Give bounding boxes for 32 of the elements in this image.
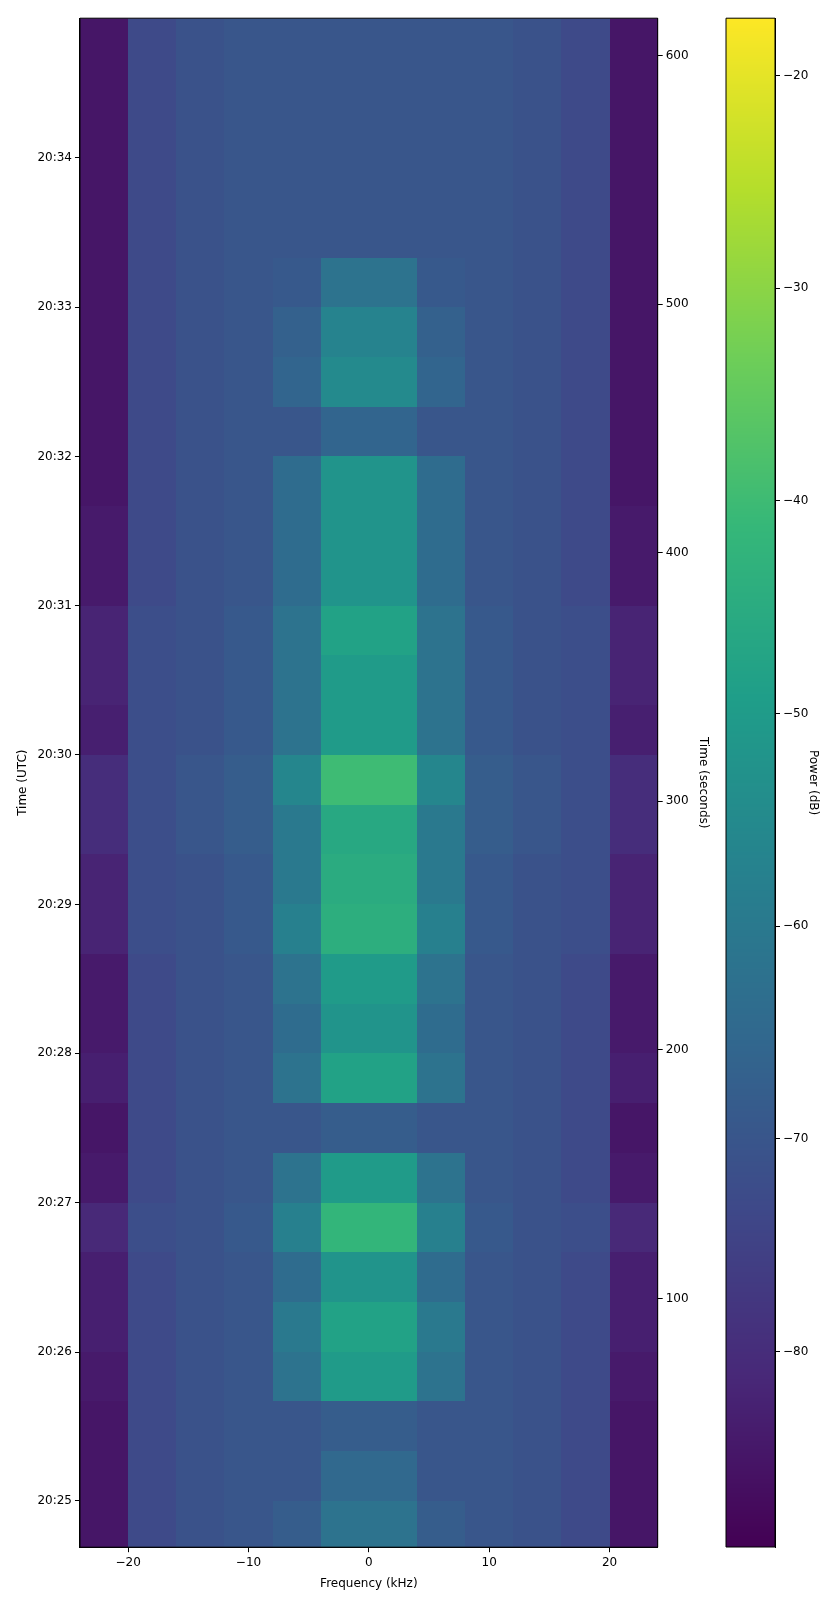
color-bar-label: −80 (783, 1343, 809, 1358)
y-tick-label: 20:29 (37, 896, 72, 911)
y2-axis-title: Time (seconds) (696, 735, 711, 829)
y-tick-label: 20:28 (37, 1045, 72, 1060)
y2-tick-label: 500 (665, 296, 689, 311)
y2-tick-label: 400 (665, 544, 689, 559)
y-tick-label: 20:27 (37, 1194, 72, 1209)
y-tick-label: 20:31 (37, 597, 72, 612)
y2-tick-label: 200 (665, 1042, 689, 1057)
y-tick-label: 20:32 (37, 448, 72, 463)
color-bar-title: Power (dB) (806, 749, 821, 816)
x-tick-label: −10 (235, 1554, 262, 1569)
x-tick-label: −20 (115, 1554, 141, 1569)
color-bar-label: −30 (783, 280, 809, 295)
y-tick-label: 20:34 (37, 149, 72, 164)
y-axis-title: Time (UTC) (15, 749, 30, 817)
y-tick-label: 20:30 (37, 747, 72, 762)
color-bar-label: −50 (783, 705, 809, 720)
y2-tick-label: 100 (665, 1290, 689, 1305)
color-bar-label: −70 (783, 1130, 809, 1145)
color-bar-label: −40 (783, 492, 809, 507)
x-tick-label: 0 (365, 1554, 373, 1569)
x-axis-title: Frequency (kHz) (320, 1575, 418, 1590)
y-tick-label: 20:33 (37, 299, 72, 314)
x-tick-label: 10 (481, 1554, 497, 1569)
y2-tick-label: 300 (665, 793, 689, 808)
color-bar-label: −60 (783, 918, 809, 933)
y2-tick-label: 600 (665, 47, 689, 62)
y-tick-label: 20:25 (37, 1492, 72, 1507)
y-tick-label: 20:26 (37, 1344, 72, 1359)
color-bar-label: −20 (783, 67, 809, 82)
x-tick-label: 20 (601, 1554, 618, 1569)
